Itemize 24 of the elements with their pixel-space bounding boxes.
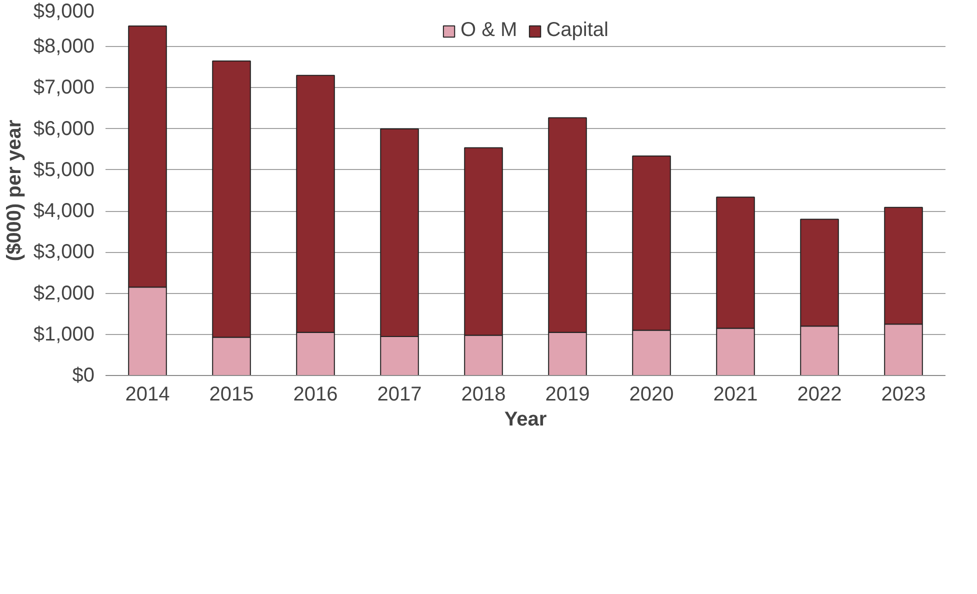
y-tick-label: $2,000: [33, 282, 94, 304]
x-tick-label: 2023: [881, 384, 926, 406]
legend-label: O & M: [460, 19, 518, 42]
y-tick-label: $6,000: [33, 118, 94, 140]
x-tick-label: 2019: [545, 384, 590, 406]
x-tick-label: 2020: [629, 384, 674, 406]
y-tick-label: $1,000: [33, 323, 94, 346]
y-tick-label: $9,000: [33, 0, 94, 22]
x-tick-label: 2014: [125, 384, 170, 406]
y-tick-label: $8,000: [33, 36, 94, 58]
x-tick-label: 2017: [377, 384, 422, 406]
legend-label: Capital: [546, 19, 608, 42]
x-tick-label: 2016: [293, 384, 338, 406]
y-tick-label: $7,000: [33, 76, 94, 99]
x-tick-label: 2022: [797, 384, 842, 406]
y-axis-title: ($000) per year: [3, 120, 26, 262]
x-tick-label: 2021: [713, 384, 758, 406]
y-tick-label: $4,000: [33, 200, 94, 222]
x-axis-title: Year: [504, 408, 547, 430]
x-tick-label: 2015: [209, 384, 254, 406]
y-tick-label: $5,000: [33, 158, 94, 181]
y-tick-label: $3,000: [33, 241, 94, 264]
y-tick-label: $0: [72, 364, 95, 386]
x-tick-label: 2018: [461, 384, 506, 406]
